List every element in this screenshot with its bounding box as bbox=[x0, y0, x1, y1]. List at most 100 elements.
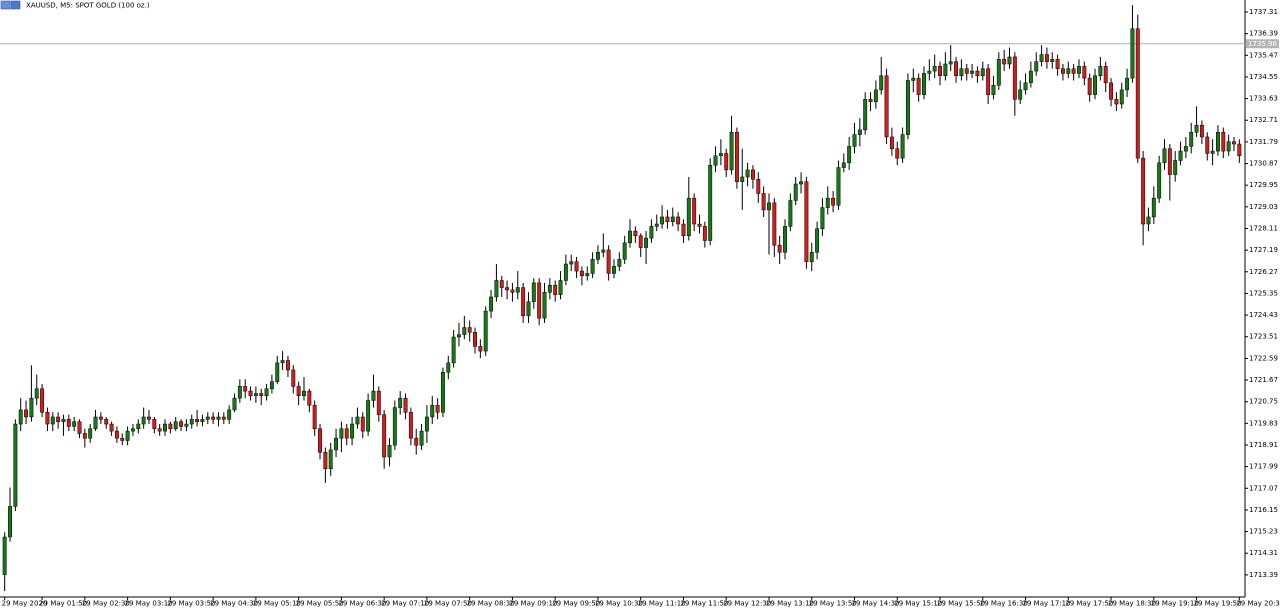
candle-body bbox=[323, 452, 328, 470]
candle-body bbox=[355, 416, 360, 425]
candle-body bbox=[847, 146, 852, 164]
candle-body bbox=[932, 66, 937, 72]
candle-body bbox=[873, 89, 878, 102]
candle-body bbox=[1178, 150, 1183, 161]
y-tick-label: 1718.91 bbox=[1249, 441, 1278, 449]
candle-body bbox=[831, 197, 836, 206]
candle-body bbox=[991, 84, 996, 95]
x-tick-label: 29 May 16:30 bbox=[980, 600, 1028, 608]
candle-body bbox=[478, 346, 483, 352]
y-tick-label: 1736.39 bbox=[1249, 30, 1278, 38]
candle-body bbox=[948, 61, 953, 65]
y-tick-label: 1720.75 bbox=[1249, 398, 1278, 406]
candle-body bbox=[996, 59, 1001, 86]
candle-body bbox=[793, 183, 798, 201]
x-tick-label: 29 May 15:50 bbox=[937, 600, 985, 608]
candle-body bbox=[457, 334, 461, 338]
candle-body bbox=[601, 249, 606, 253]
x-tick-label: 29 May 19:10 bbox=[1151, 600, 1199, 608]
candle-body bbox=[40, 388, 45, 413]
candle-body bbox=[1183, 146, 1188, 152]
icon-box bbox=[10, 0, 21, 10]
y-tick-label: 1734.55 bbox=[1249, 73, 1278, 81]
candle-body bbox=[654, 223, 659, 227]
y-tick-label: 1732.71 bbox=[1249, 116, 1278, 124]
candle-body bbox=[275, 362, 280, 382]
candle-body bbox=[264, 388, 269, 397]
x-tick-label: 29 May 09:50 bbox=[552, 600, 600, 608]
candle-body bbox=[799, 181, 804, 185]
candle-body bbox=[61, 419, 66, 422]
candle-body bbox=[767, 202, 771, 211]
candle-body bbox=[905, 80, 910, 135]
y-tick-label: 1724.43 bbox=[1249, 311, 1278, 319]
candle-body bbox=[670, 216, 675, 222]
candle-body bbox=[558, 280, 563, 295]
x-tick-label: 29 May 01:50 bbox=[39, 600, 87, 608]
candle-body bbox=[622, 242, 627, 260]
candle-body bbox=[1018, 89, 1023, 100]
candle-body bbox=[697, 223, 702, 227]
candle-body bbox=[959, 68, 964, 77]
y-tick-label: 1716.15 bbox=[1249, 506, 1278, 514]
x-tick-label: 29 May 02:30 bbox=[82, 600, 130, 608]
y-tick-label: 1722.59 bbox=[1249, 354, 1278, 362]
candle-body bbox=[499, 280, 504, 288]
candle-body bbox=[1077, 66, 1081, 74]
candle-body bbox=[713, 155, 718, 166]
candle-body bbox=[462, 327, 467, 335]
candle-body bbox=[1002, 59, 1007, 65]
candle-body bbox=[761, 193, 766, 211]
candle-body bbox=[964, 68, 969, 74]
candle-body bbox=[889, 136, 894, 149]
candle-body bbox=[927, 70, 932, 74]
symbol-icon bbox=[0, 0, 21, 10]
x-tick-label: 29 May 11:10 bbox=[638, 600, 686, 608]
candle-body bbox=[857, 129, 862, 135]
candle-body bbox=[1087, 77, 1092, 95]
candle-body bbox=[72, 421, 77, 427]
candle-body bbox=[980, 68, 985, 77]
candle-body bbox=[403, 397, 408, 413]
candle-body bbox=[553, 284, 558, 295]
candle-body bbox=[318, 428, 322, 453]
candle-body bbox=[1167, 148, 1172, 175]
candle-body bbox=[1162, 148, 1167, 164]
candle-body bbox=[189, 419, 194, 425]
candle-body bbox=[302, 390, 306, 397]
y-tick-label: 1731.79 bbox=[1249, 138, 1278, 146]
candle-body bbox=[606, 249, 611, 274]
y-tick-label: 1728.11 bbox=[1249, 224, 1278, 232]
candle-body bbox=[943, 63, 948, 77]
candle-body bbox=[954, 61, 959, 77]
candle-body bbox=[350, 423, 355, 439]
price-label: 1735.96 bbox=[1248, 40, 1277, 48]
candle-body bbox=[136, 423, 141, 429]
x-tick-label: 29 May 20:30 bbox=[1236, 600, 1280, 608]
candle-body bbox=[98, 416, 103, 420]
candle-body bbox=[414, 437, 419, 446]
candle-body bbox=[841, 162, 846, 168]
candle-body bbox=[184, 423, 189, 427]
x-tick-label: 29 May 14:30 bbox=[852, 600, 900, 608]
candle-body bbox=[815, 228, 820, 253]
candle-body bbox=[291, 369, 296, 387]
candle-body bbox=[366, 400, 371, 432]
candle-body bbox=[868, 99, 873, 102]
candle-body bbox=[328, 449, 333, 470]
candle-body bbox=[895, 148, 900, 159]
candle-body bbox=[398, 397, 403, 408]
candle-body bbox=[1098, 66, 1103, 77]
candle-body bbox=[387, 444, 392, 458]
candle-body bbox=[1103, 66, 1108, 84]
candle-body bbox=[152, 419, 157, 429]
candle-body bbox=[392, 407, 397, 446]
candle-body bbox=[1189, 131, 1194, 147]
candle-body bbox=[157, 428, 162, 432]
candle-body bbox=[633, 230, 638, 237]
candle-body bbox=[804, 181, 809, 262]
candle-body bbox=[750, 169, 755, 180]
candle-body bbox=[104, 419, 109, 425]
candle-body bbox=[371, 390, 376, 401]
